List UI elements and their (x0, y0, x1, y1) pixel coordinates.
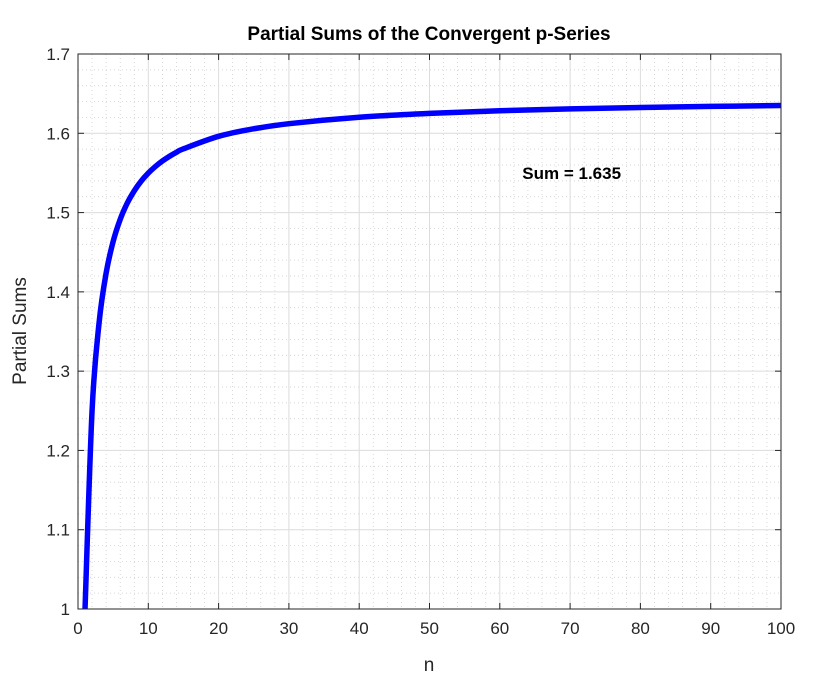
y-tick-label: 1.5 (46, 204, 70, 223)
sum-annotation: Sum = 1.635 (522, 164, 621, 183)
y-axis-label: Partial Sums (10, 277, 31, 385)
x-tick-label: 20 (209, 619, 228, 638)
y-tick-label: 1.1 (46, 521, 70, 540)
y-tick-label: 1.6 (46, 124, 70, 143)
y-axis-ticks: 1 1.1 1.2 1.3 1.4 1.5 1.6 1.7 (46, 45, 781, 619)
x-tick-label: 10 (139, 619, 158, 638)
y-tick-label: 1 (61, 600, 70, 619)
series-layer (82, 102, 782, 610)
y-tick-label: 1.3 (46, 362, 70, 381)
y-tick-label: 1.2 (46, 441, 70, 460)
chart-title: Partial Sums of the Convergent p-Series (247, 24, 610, 45)
series-line (82, 102, 782, 610)
x-tick-label: 80 (631, 619, 650, 638)
x-tick-label: 70 (561, 619, 580, 638)
y-tick-label: 1.7 (46, 45, 70, 64)
x-tick-label: 30 (279, 619, 298, 638)
x-axis-ticks: 0 10 20 30 40 50 60 70 80 90 100 (73, 54, 795, 638)
x-tick-label: 40 (350, 619, 369, 638)
x-tick-label: 0 (73, 619, 82, 638)
y-tick-label: 1.4 (46, 283, 70, 302)
x-tick-label: 60 (490, 619, 509, 638)
x-tick-label: 90 (701, 619, 720, 638)
grid (77, 53, 782, 610)
x-tick-label: 50 (420, 619, 439, 638)
x-tick-label: 100 (767, 619, 795, 638)
x-axis-label: n (424, 655, 435, 676)
